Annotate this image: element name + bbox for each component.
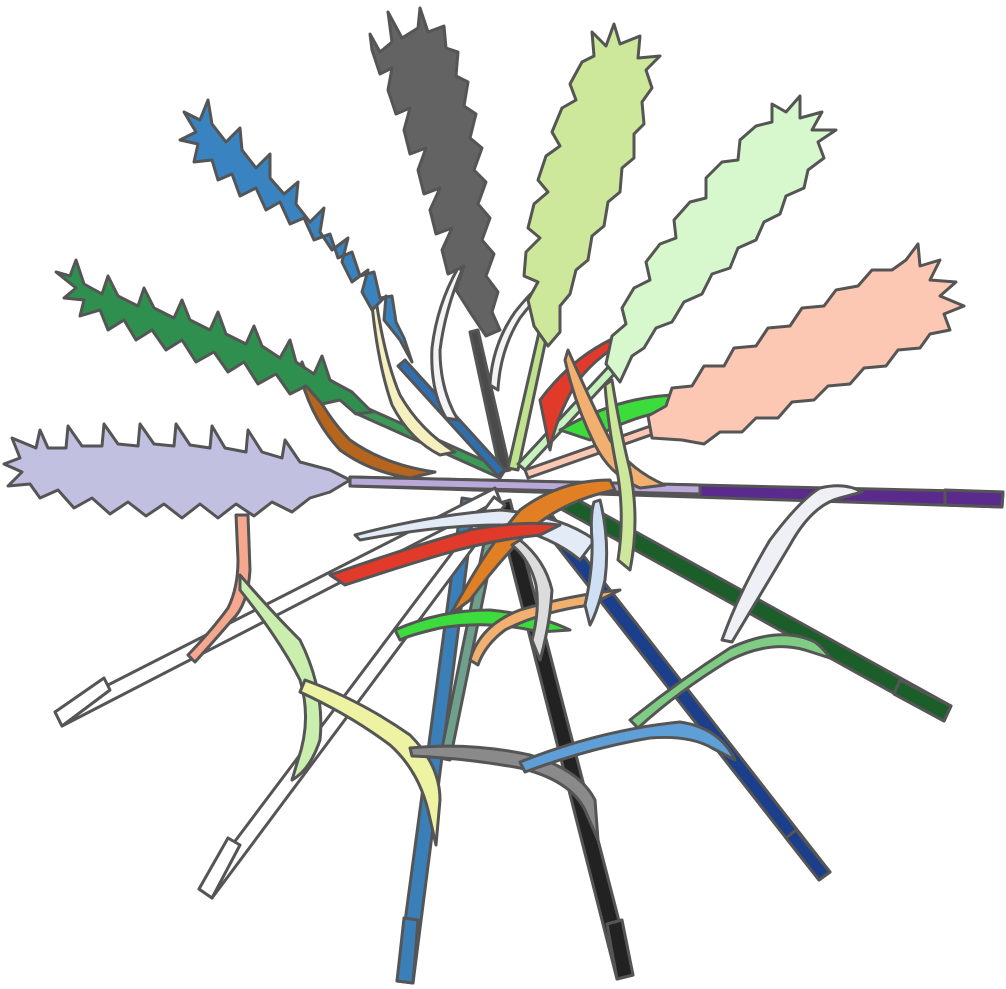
- leaf-yellow: [298, 678, 442, 847]
- stem-purple-tip: [943, 488, 1005, 509]
- leaf-cream: [370, 298, 457, 457]
- leaf-silver-lower: [510, 538, 554, 662]
- stem-white-b-tip: [197, 836, 242, 900]
- leaf-salmon: [186, 513, 252, 664]
- leaf-lightgreen-center: [603, 378, 637, 572]
- ear-lime: [522, 22, 662, 348]
- leaf-orange: [448, 478, 617, 617]
- ear-gray: [368, 6, 502, 338]
- leaves-group: [186, 256, 864, 847]
- ear-blue: [178, 98, 414, 364]
- stem-black-tip: [605, 918, 635, 981]
- leaf-lightgreen: [238, 573, 323, 782]
- leaf-silver: [720, 484, 864, 644]
- ears-group: [2, 6, 966, 520]
- stem-darkgreen-tip: [892, 678, 953, 723]
- stem-steelblue-tip: [395, 916, 420, 985]
- stem-tips-group: [53, 488, 1005, 985]
- leaf-green: [628, 633, 832, 730]
- leaf-gray: [408, 744, 600, 842]
- leaf-skyblue: [518, 720, 737, 774]
- stem-white-a-tip: [53, 676, 112, 728]
- ear-lavender: [2, 422, 352, 520]
- leaf-skyblue-center: [583, 498, 609, 627]
- leaf-white-upper: [430, 266, 464, 422]
- leaf-red-center: [328, 521, 562, 587]
- ear-peach: [646, 242, 966, 446]
- ear-green: [54, 258, 374, 416]
- leaf-brown: [298, 360, 437, 480]
- ear-mint: [604, 94, 838, 384]
- stem-navy-tip: [784, 828, 832, 882]
